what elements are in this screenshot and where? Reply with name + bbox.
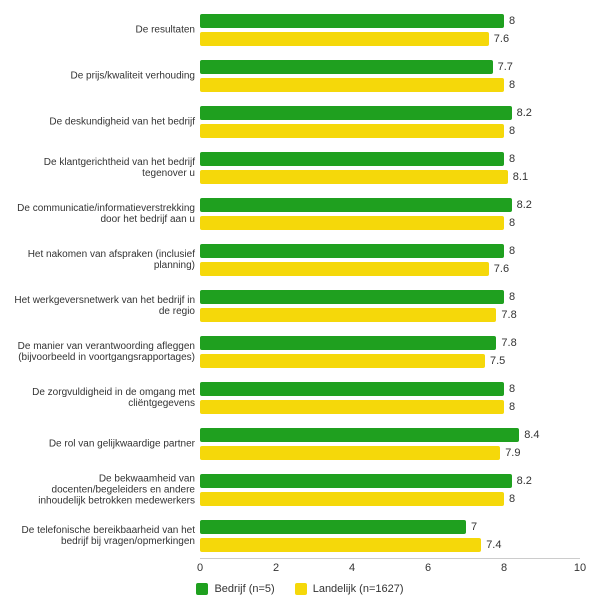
- landelijk-bar: [200, 308, 496, 322]
- bedrijf-bar: [200, 106, 512, 120]
- landelijk-value-label: 8: [509, 125, 515, 137]
- bedrijf-value-label: 8: [509, 245, 515, 257]
- landelijk-bar: [200, 400, 504, 414]
- bedrijf-value-label: 8: [509, 15, 515, 27]
- legend-swatch: [295, 583, 307, 595]
- landelijk-bar: [200, 78, 504, 92]
- legend-item-bedrijf: Bedrijf (n=5): [196, 583, 274, 595]
- landelijk-value-label: 7.6: [494, 263, 509, 275]
- x-tick-label: 8: [501, 562, 507, 574]
- landelijk-value-label: 8: [509, 217, 515, 229]
- category-label: Het nakomen van afspraken (inclusief pla…: [10, 249, 195, 271]
- landelijk-bar: [200, 170, 508, 184]
- bedrijf-bar: [200, 428, 519, 442]
- category-label: Het werkgeversnetwerk van het bedrijf in…: [10, 295, 195, 317]
- x-tick-label: 10: [574, 562, 586, 574]
- bedrijf-value-label: 7.7: [498, 61, 513, 73]
- x-axis-line: [200, 558, 580, 559]
- bedrijf-value-label: 8.2: [517, 199, 532, 211]
- category-label: De bekwaamheid van docenten/begeleiders …: [10, 474, 195, 507]
- bedrijf-value-label: 8.2: [517, 107, 532, 119]
- category-label: De telefonische bereikbaarheid van het b…: [10, 525, 195, 547]
- landelijk-value-label: 8: [509, 401, 515, 413]
- bedrijf-bar: [200, 382, 504, 396]
- landelijk-bar: [200, 124, 504, 138]
- category-label: De prijs/kwaliteit verhouding: [10, 71, 195, 82]
- plot-area: 87.67.788.2888.18.2887.687.87.87.5888.47…: [200, 8, 580, 568]
- landelijk-bar: [200, 538, 481, 552]
- bedrijf-bar: [200, 520, 466, 534]
- bedrijf-bar: [200, 290, 504, 304]
- bedrijf-bar: [200, 198, 512, 212]
- x-tick-label: 4: [349, 562, 355, 574]
- comparison-bar-chart: 87.67.788.2888.18.2887.687.87.87.5888.47…: [0, 0, 600, 604]
- x-tick-label: 6: [425, 562, 431, 574]
- bedrijf-value-label: 8: [509, 383, 515, 395]
- category-label: De communicatie/informatieverstrekking d…: [10, 203, 195, 225]
- legend-label: Landelijk (n=1627): [313, 583, 404, 595]
- chart-legend: Bedrijf (n=5) Landelijk (n=1627): [0, 582, 600, 600]
- category-label: De zorgvuldigheid in de omgang met cliën…: [10, 387, 195, 409]
- landelijk-bar: [200, 354, 485, 368]
- landelijk-value-label: 7.5: [490, 355, 505, 367]
- landelijk-bar: [200, 216, 504, 230]
- bedrijf-bar: [200, 14, 504, 28]
- category-label: De klantgerichtheid van het bedrijf tege…: [10, 157, 195, 179]
- landelijk-value-label: 8: [509, 79, 515, 91]
- x-tick-label: 2: [273, 562, 279, 574]
- bedrijf-bar: [200, 244, 504, 258]
- bedrijf-bar: [200, 474, 512, 488]
- landelijk-bar: [200, 492, 504, 506]
- bedrijf-value-label: 8: [509, 291, 515, 303]
- landelijk-value-label: 7.8: [501, 309, 516, 321]
- landelijk-bar: [200, 262, 489, 276]
- bedrijf-bar: [200, 152, 504, 166]
- landelijk-value-label: 8.1: [513, 171, 528, 183]
- landelijk-value-label: 7.4: [486, 539, 501, 551]
- legend-swatch: [196, 583, 208, 595]
- legend-label: Bedrijf (n=5): [214, 583, 274, 595]
- bedrijf-value-label: 7.8: [501, 337, 516, 349]
- x-tick-label: 0: [197, 562, 203, 574]
- bedrijf-bar: [200, 336, 496, 350]
- category-label: De resultaten: [10, 25, 195, 36]
- bedrijf-value-label: 8.4: [524, 429, 539, 441]
- bedrijf-value-label: 7: [471, 521, 477, 533]
- bedrijf-value-label: 8.2: [517, 475, 532, 487]
- landelijk-value-label: 7.9: [505, 447, 520, 459]
- bedrijf-bar: [200, 60, 493, 74]
- category-label: De manier van verantwoording afleggen (b…: [10, 341, 195, 363]
- category-label: De rol van gelijkwaardige partner: [10, 439, 195, 450]
- landelijk-value-label: 8: [509, 493, 515, 505]
- legend-item-landelijk: Landelijk (n=1627): [295, 583, 404, 595]
- landelijk-value-label: 7.6: [494, 33, 509, 45]
- landelijk-bar: [200, 446, 500, 460]
- landelijk-bar: [200, 32, 489, 46]
- category-label: De deskundigheid van het bedrijf: [10, 117, 195, 128]
- bedrijf-value-label: 8: [509, 153, 515, 165]
